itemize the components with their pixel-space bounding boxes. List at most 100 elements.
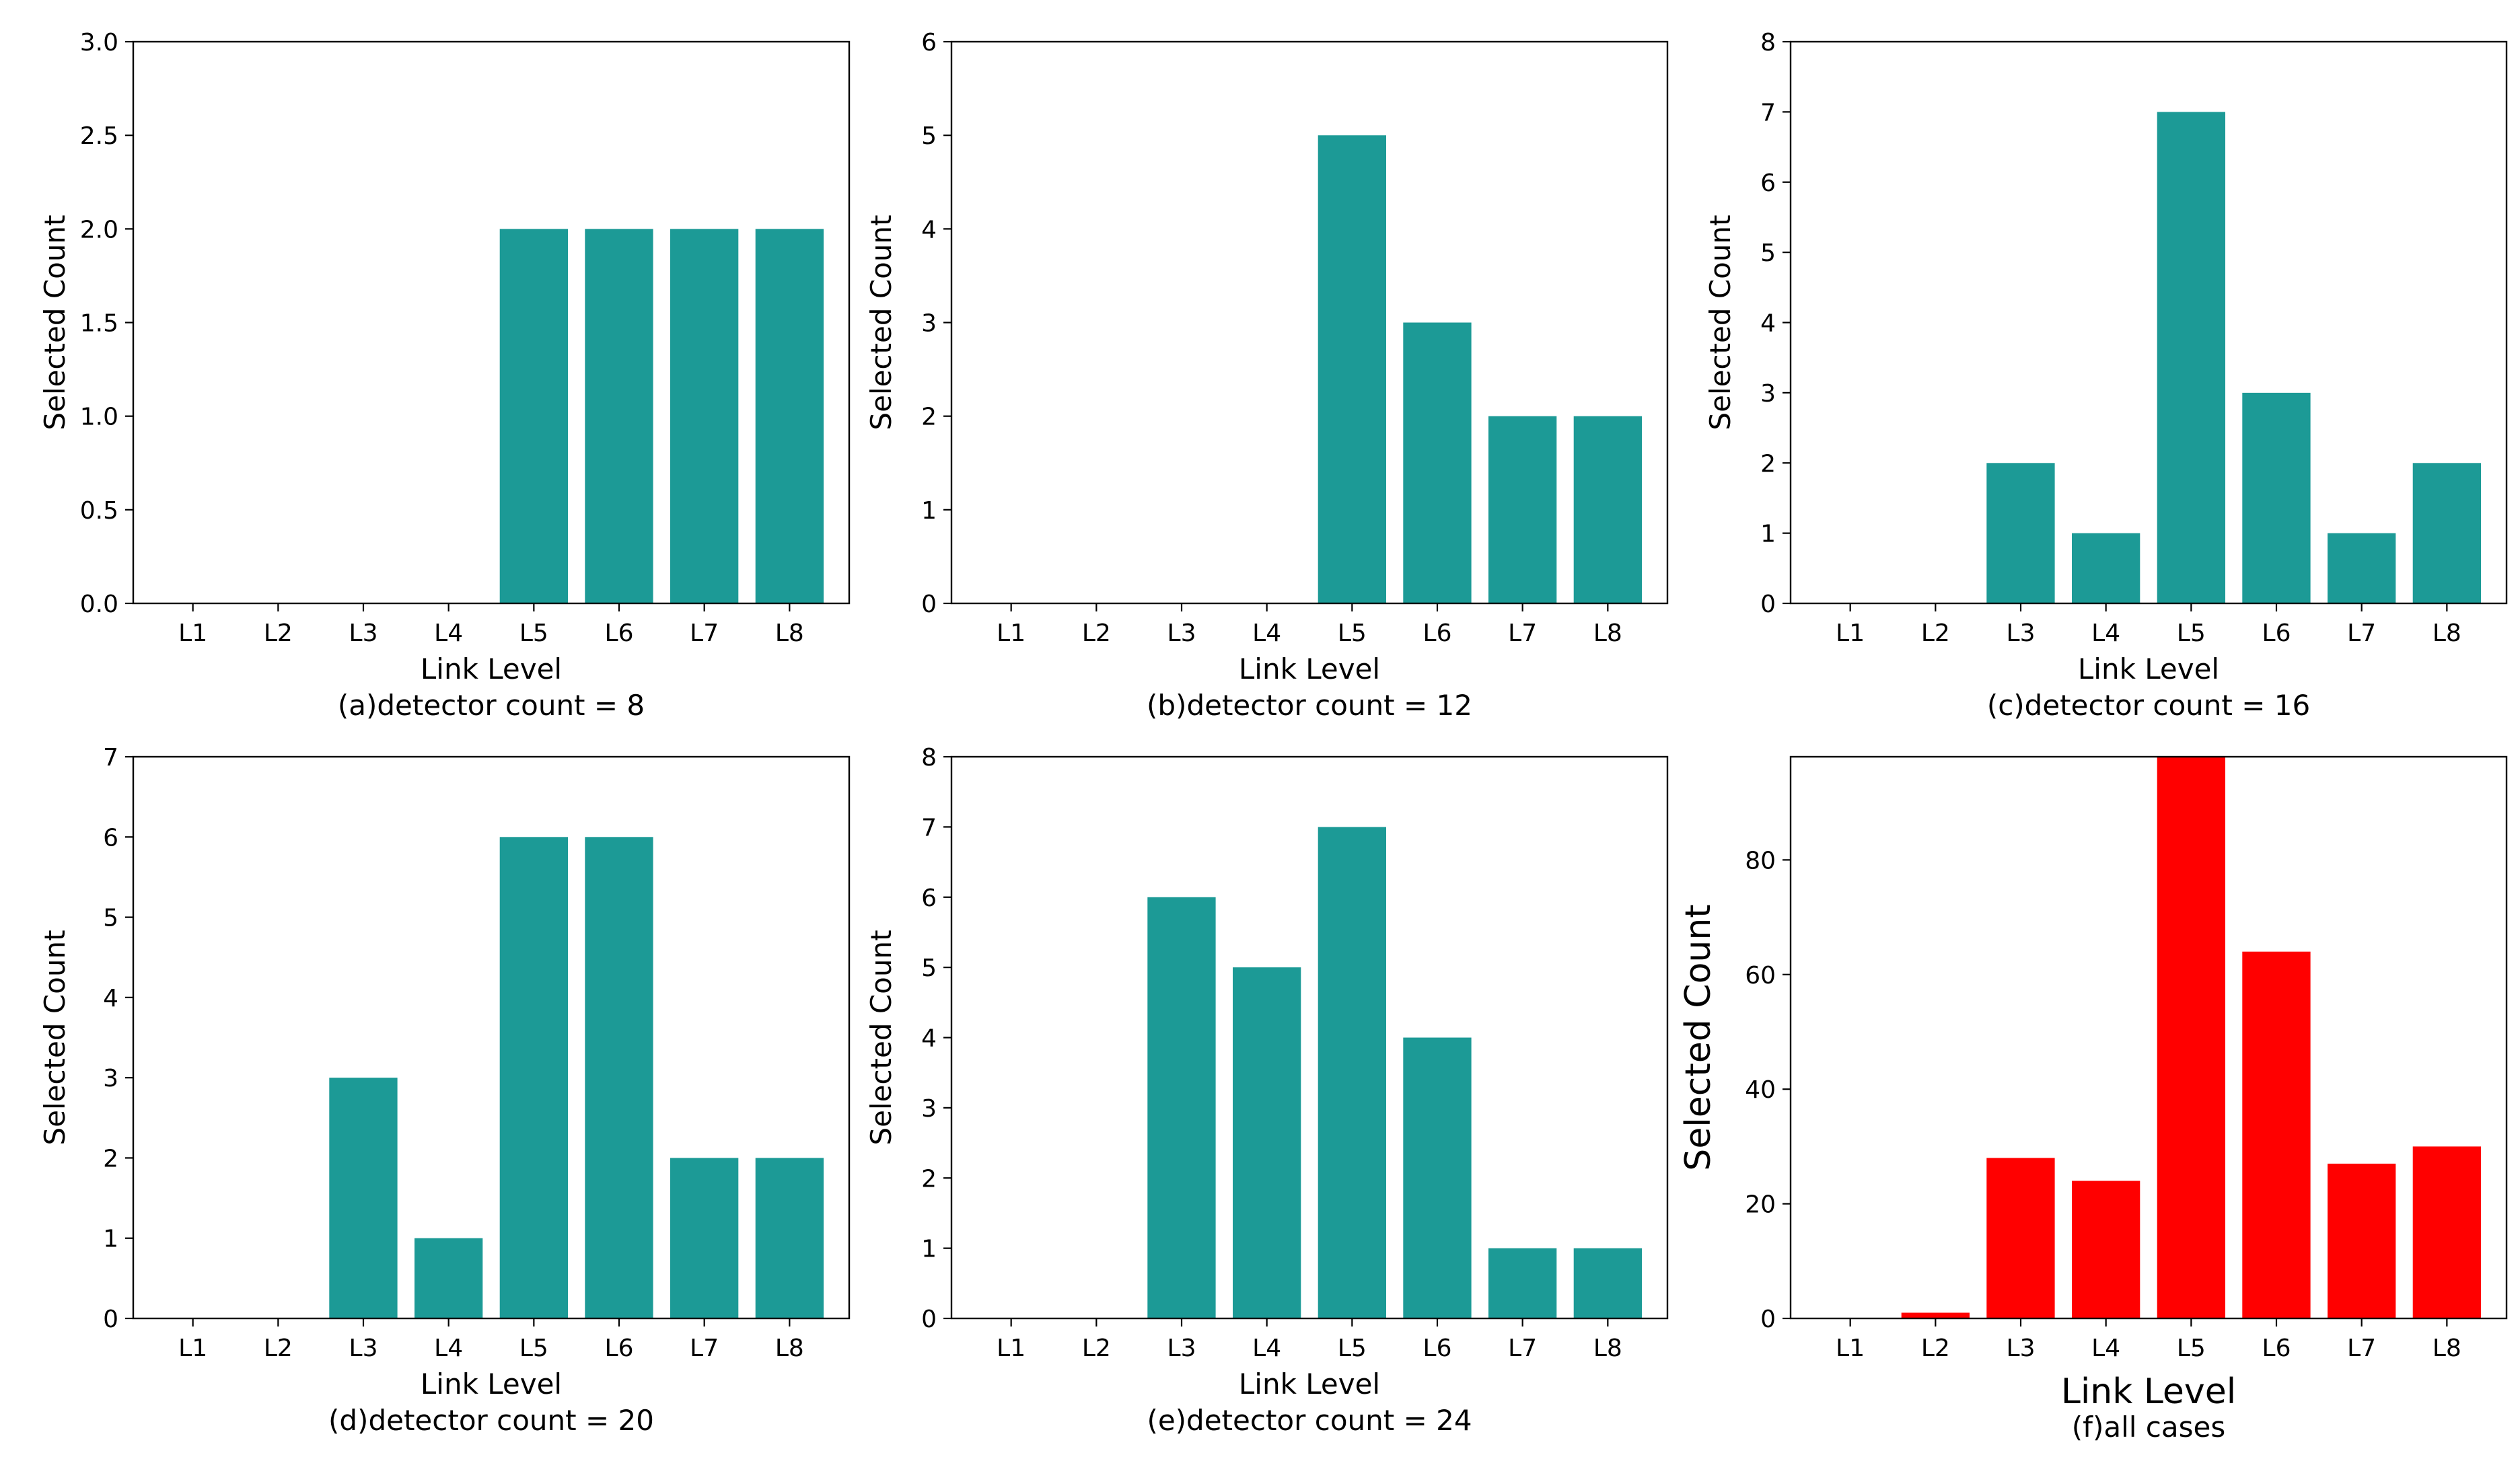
x-tick-label: L1 bbox=[1836, 620, 1865, 647]
bar-l8 bbox=[2412, 463, 2481, 604]
bar-l3 bbox=[1147, 897, 1216, 1319]
y-tick-label: 4 bbox=[1760, 310, 1776, 338]
x-tick-label: L3 bbox=[2007, 620, 2036, 647]
x-tick-label: L1 bbox=[997, 620, 1025, 647]
bar-l8 bbox=[2412, 1146, 2481, 1318]
axes-frame bbox=[950, 755, 1669, 1320]
y-tick-label: 6 bbox=[103, 824, 118, 852]
y-tick-label: 6 bbox=[921, 885, 937, 912]
y-tick-label: 60 bbox=[1745, 962, 1776, 989]
x-tick-label: L8 bbox=[775, 1335, 804, 1362]
bar-l3 bbox=[1986, 463, 2055, 604]
bar-l5 bbox=[499, 837, 568, 1318]
x-tick-label: L2 bbox=[1921, 620, 1950, 647]
chart-panel: L1 L2 L3 L4 L5 L6 L7 L8 0 1 2 3 4 5 6 7 8 Link Level Selec… bbox=[865, 744, 1669, 1437]
x-tick-label: L1 bbox=[178, 1335, 207, 1362]
y-tick-label: 20 bbox=[1745, 1191, 1776, 1219]
x-tick-label: L1 bbox=[1836, 1335, 1865, 1362]
bar-l6 bbox=[585, 229, 653, 603]
y-tick-label: 2 bbox=[1760, 450, 1776, 478]
chart-caption: (c)detector count = 16 bbox=[1987, 689, 2310, 722]
bar-l4 bbox=[2072, 1181, 2140, 1318]
x-axis-label: Link Level bbox=[2061, 1372, 2236, 1412]
y-tick-label: 4 bbox=[921, 1025, 937, 1053]
y-axis-label: Selected Count bbox=[38, 215, 71, 430]
x-axis-label: Link Level bbox=[421, 1368, 562, 1400]
x-tick-label: L3 bbox=[349, 620, 378, 647]
x-tick-label: L8 bbox=[1593, 620, 1622, 647]
y-tick-label: 4 bbox=[921, 216, 937, 244]
y-tick-label: 0.5 bbox=[80, 497, 118, 525]
y-tick-label: 5 bbox=[1760, 239, 1776, 267]
x-tick-label: L7 bbox=[690, 1335, 719, 1362]
x-tick-label: L4 bbox=[434, 1335, 463, 1362]
y-tick-label: 5 bbox=[921, 955, 937, 982]
bar-l7 bbox=[2328, 1163, 2396, 1318]
y-tick-label: 2.5 bbox=[80, 122, 118, 150]
y-tick-label: 1.5 bbox=[80, 310, 118, 338]
bar-l7 bbox=[670, 1158, 739, 1318]
axes-frame bbox=[1789, 40, 2508, 605]
x-tick-label: L3 bbox=[2007, 1335, 2036, 1362]
x-tick-label: L8 bbox=[775, 620, 804, 647]
axes-frame bbox=[132, 755, 851, 1320]
y-tick-label: 40 bbox=[1745, 1076, 1776, 1104]
bar-l8 bbox=[1573, 416, 1642, 603]
y-tick-label: 3.0 bbox=[80, 29, 118, 57]
x-axis-label: Link Level bbox=[2078, 652, 2219, 685]
x-tick-label: L7 bbox=[690, 620, 719, 647]
x-tick-label: L6 bbox=[1423, 1335, 1452, 1362]
y-tick-label: 8 bbox=[1760, 29, 1776, 57]
x-tick-label: L3 bbox=[1167, 1335, 1196, 1362]
bar-l3 bbox=[1986, 1158, 2055, 1318]
bar-l5 bbox=[1318, 827, 1386, 1318]
x-tick-label: L4 bbox=[1252, 620, 1281, 647]
y-tick-label: 5 bbox=[103, 905, 118, 932]
axes-frame bbox=[132, 40, 851, 605]
y-axis-label: Selected Count bbox=[1704, 215, 1737, 430]
axes-frame bbox=[1789, 755, 2508, 1320]
bar-l6 bbox=[585, 837, 653, 1318]
y-axis-label: Selected Count bbox=[38, 930, 71, 1145]
x-tick-label: L4 bbox=[2091, 1335, 2120, 1362]
y-tick-label: 0 bbox=[921, 591, 937, 618]
y-tick-label: 7 bbox=[1760, 99, 1776, 126]
y-axis-label: Selected Count bbox=[865, 215, 898, 430]
axes-frame bbox=[950, 40, 1669, 605]
y-tick-label: 3 bbox=[103, 1065, 118, 1092]
bar-l5 bbox=[1318, 135, 1386, 603]
x-tick-label: L3 bbox=[1167, 620, 1196, 647]
y-tick-label: 7 bbox=[921, 814, 937, 842]
y-tick-label: 7 bbox=[103, 744, 118, 772]
x-tick-label: L8 bbox=[2433, 1335, 2461, 1362]
chart-caption: (e)detector count = 24 bbox=[1147, 1404, 1472, 1437]
x-tick-label: L6 bbox=[605, 1335, 634, 1362]
x-axis-label: Link Level bbox=[421, 652, 562, 685]
y-tick-label: 0.0 bbox=[80, 591, 118, 618]
x-tick-label: L5 bbox=[1338, 1335, 1367, 1362]
x-tick-label: L2 bbox=[264, 620, 293, 647]
y-tick-label: 1 bbox=[921, 497, 937, 525]
y-tick-label: 3 bbox=[921, 310, 937, 338]
bar-l8 bbox=[755, 1158, 824, 1318]
x-tick-label: L2 bbox=[264, 1335, 293, 1362]
y-tick-label: 2 bbox=[921, 404, 937, 431]
y-tick-label: 0 bbox=[1760, 1306, 1776, 1333]
chart-caption: (a)detector count = 8 bbox=[338, 689, 645, 722]
bar-l6 bbox=[2242, 392, 2311, 603]
x-tick-label: L2 bbox=[1921, 1335, 1950, 1362]
x-tick-label: L7 bbox=[1508, 1335, 1537, 1362]
bar-l7 bbox=[1488, 1248, 1557, 1318]
x-tick-label: L5 bbox=[2177, 1335, 2206, 1362]
x-tick-label: L7 bbox=[2347, 620, 2376, 647]
bar-l8 bbox=[1573, 1248, 1642, 1318]
bar-l2 bbox=[1901, 1312, 1970, 1318]
y-tick-label: 0 bbox=[921, 1306, 937, 1333]
bar-l6 bbox=[1403, 1037, 1472, 1318]
y-tick-label: 8 bbox=[921, 744, 937, 772]
x-tick-label: L5 bbox=[519, 620, 548, 647]
y-tick-label: 0 bbox=[103, 1306, 118, 1333]
x-tick-label: L6 bbox=[605, 620, 634, 647]
x-tick-label: L8 bbox=[1593, 1335, 1622, 1362]
